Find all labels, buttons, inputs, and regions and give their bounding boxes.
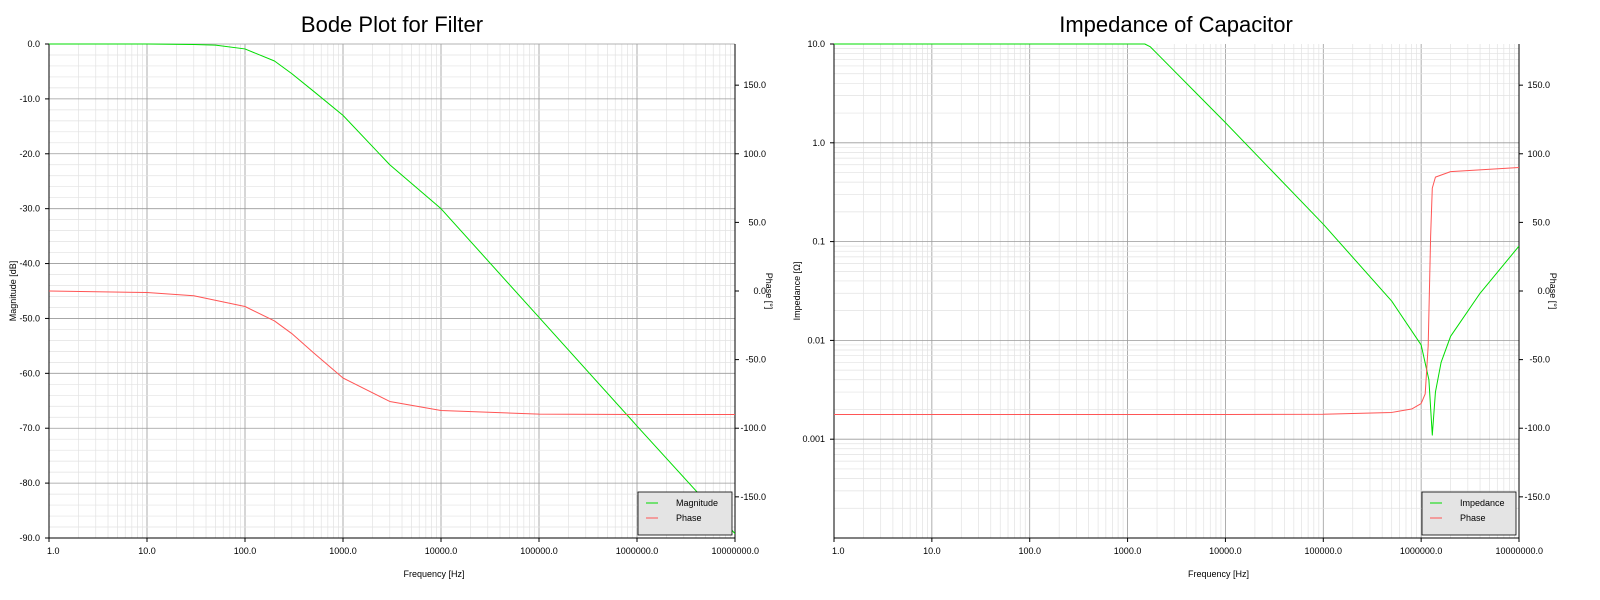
y2-tick-label: -100.0 xyxy=(740,423,766,433)
y2-tick-label: -150.0 xyxy=(1524,492,1550,502)
y2-tick-label: 150.0 xyxy=(743,80,766,90)
x-tick-label: 100.0 xyxy=(1018,546,1041,556)
y-axis-label: Impedance [Ω] xyxy=(792,262,802,321)
y2-axis-label: Phase [°] xyxy=(1548,273,1558,310)
y2-axis-label: Phase [°] xyxy=(764,273,774,310)
y-tick-label: -90.0 xyxy=(19,533,40,543)
grid xyxy=(48,43,736,539)
y-tick-label: -50.0 xyxy=(19,313,40,323)
x-axis-label: Frequency [Hz] xyxy=(403,569,464,579)
chart-title: Impedance of Capacitor xyxy=(1059,12,1293,37)
y-tick-label: -10.0 xyxy=(19,94,40,104)
plot-area xyxy=(834,44,1519,538)
y-tick-label: -80.0 xyxy=(19,478,40,488)
y2-tick-label: 100.0 xyxy=(1527,149,1550,159)
y2-tick-label: 0.0 xyxy=(753,286,766,296)
y-tick-label: 0.0 xyxy=(27,39,40,49)
chart-1: Bode Plot for Filter 1.0 10.0 100.0 1000.0 10… xyxy=(8,12,774,579)
y-tick-label: -60.0 xyxy=(19,368,40,378)
x-tick-label: 1.0 xyxy=(47,546,60,556)
y-tick-label: 0.1 xyxy=(812,237,825,247)
y2-tick-label: 50.0 xyxy=(748,217,766,227)
x-tick-label: 100.0 xyxy=(234,546,257,556)
x-tick-label: 1000.0 xyxy=(329,546,357,556)
plot-area xyxy=(49,44,735,538)
x-tick-label: 1000000.0 xyxy=(1400,546,1443,556)
series-line-magnitude xyxy=(49,43,735,534)
chart-title: Bode Plot for Filter xyxy=(301,12,483,37)
series-line-phase xyxy=(834,167,1519,415)
x-tick-label: 10000.0 xyxy=(425,546,458,556)
legend: Impedance Phase xyxy=(1421,491,1517,536)
x-tick-label: 1000.0 xyxy=(1114,546,1142,556)
y2-tick-label: -50.0 xyxy=(745,355,766,365)
x-axis-label: Frequency [Hz] xyxy=(1188,569,1249,579)
x-tick-label: 10000.0 xyxy=(1209,546,1242,556)
y-tick-label: -20.0 xyxy=(19,149,40,159)
y-tick-label: -70.0 xyxy=(19,423,40,433)
y2-tick-label: 100.0 xyxy=(743,149,766,159)
y-tick-label: 0.01 xyxy=(807,335,825,345)
x-tick-label: 1000000.0 xyxy=(616,546,659,556)
series-line-impedance xyxy=(834,43,1519,436)
y-tick-label: -30.0 xyxy=(19,204,40,214)
x-tick-label: 1.0 xyxy=(832,546,845,556)
y-axis-label: Magnitude [dB] xyxy=(8,261,18,322)
x-tick-label: 100000.0 xyxy=(1305,546,1343,556)
chart-2: Impedance of Capacitor 1.0 10.0 100.0 1000.0… xyxy=(792,12,1558,579)
y-tick-label: 0.001 xyxy=(802,434,825,444)
y2-tick-label: 0.0 xyxy=(1537,286,1550,296)
y-tick-label: 10.0 xyxy=(807,39,825,49)
legend-label: Impedance xyxy=(1460,498,1505,508)
y2-tick-label: 50.0 xyxy=(1532,217,1550,227)
legend-box xyxy=(1421,491,1517,536)
x-tick-label: 10000000.0 xyxy=(1495,546,1543,556)
y-tick-label: -40.0 xyxy=(19,259,40,269)
y2-tick-label: -100.0 xyxy=(1524,423,1550,433)
x-tick-label: 10000000.0 xyxy=(711,546,759,556)
legend-label: Phase xyxy=(1460,513,1486,523)
series-line-phase xyxy=(49,290,735,415)
grid xyxy=(833,44,1520,538)
legend-label: Magnitude xyxy=(676,498,718,508)
x-tick-label: 10.0 xyxy=(923,546,941,556)
legend-box xyxy=(637,491,733,536)
legend: Magnitude Phase xyxy=(637,491,733,536)
y2-tick-label: -150.0 xyxy=(740,492,766,502)
legend-label: Phase xyxy=(676,513,702,523)
y-tick-label: 1.0 xyxy=(812,138,825,148)
y2-tick-label: 150.0 xyxy=(1527,80,1550,90)
x-tick-label: 100000.0 xyxy=(520,546,558,556)
y2-tick-label: -50.0 xyxy=(1529,355,1550,365)
x-tick-label: 10.0 xyxy=(138,546,156,556)
